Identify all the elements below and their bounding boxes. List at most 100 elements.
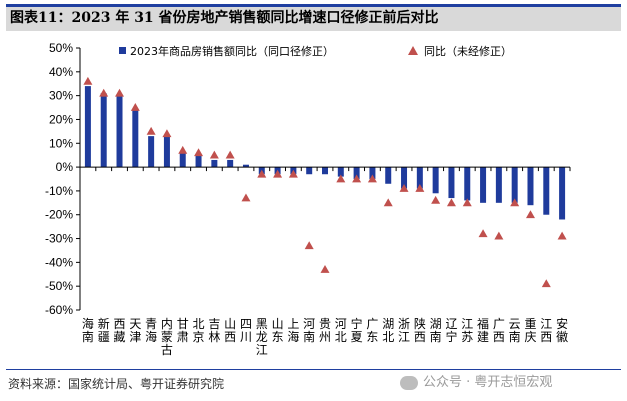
category-label: 黑龙江 (256, 317, 268, 357)
bar (495, 167, 502, 203)
marker-point (99, 88, 109, 97)
marker-point (446, 198, 456, 207)
category-label: 四川 (240, 317, 252, 344)
bar (480, 167, 487, 203)
source-note: 资料来源：国家统计局、粤开证券研究院 (8, 377, 225, 391)
marker-point (399, 184, 409, 192)
category-label: 新疆 (98, 316, 110, 344)
category-label: 江西 (540, 317, 552, 344)
category-label: 河南 (303, 317, 315, 344)
category-label: 福建 (477, 316, 489, 344)
bar (163, 136, 170, 168)
marker-point (130, 103, 140, 111)
y-tick-label: -10% (45, 184, 73, 198)
category-label: 河北 (335, 317, 347, 344)
y-tick-label: 30% (49, 89, 73, 103)
marker-point (194, 148, 204, 157)
bar (337, 167, 344, 177)
marker-point (494, 231, 504, 240)
bar (306, 167, 313, 175)
bar (195, 155, 202, 168)
category-label: 吉林 (208, 317, 220, 344)
bar (242, 164, 249, 168)
bar (385, 167, 392, 184)
marker-point (273, 169, 283, 178)
bar (179, 152, 186, 168)
category-label: 广西 (493, 317, 505, 344)
y-tick-label: 10% (49, 136, 73, 150)
y-tick-label: -20% (45, 208, 73, 222)
marker-point (557, 231, 567, 240)
marker-point (257, 169, 267, 178)
y-tick-label: 0% (56, 160, 74, 174)
category-label: 山东 (272, 317, 284, 344)
marker-point (462, 198, 472, 207)
bar (322, 167, 328, 175)
bar (432, 167, 439, 194)
marker-point (336, 174, 346, 183)
bar (464, 167, 471, 201)
marker-point (225, 150, 235, 159)
legend-bar-label: 2023年商品房销售额同比（同口径修正） (130, 44, 334, 58)
y-tick-label: 40% (49, 65, 73, 79)
marker-point (162, 129, 172, 138)
category-label: 重庆 (524, 317, 536, 344)
bar (543, 167, 550, 215)
marker-point (431, 195, 441, 204)
marker-point (352, 174, 362, 183)
category-label: 山西 (224, 317, 236, 344)
category-label: 甘肃 (177, 317, 189, 344)
y-tick-label: 50% (49, 41, 73, 55)
category-label: 青海 (145, 317, 157, 344)
bar (401, 167, 408, 189)
y-tick-label: -60% (45, 303, 73, 317)
marker-point (415, 184, 425, 192)
category-label: 辽宁 (445, 317, 457, 344)
marker-point (146, 126, 156, 135)
bar (227, 159, 234, 168)
bar (559, 167, 566, 220)
y-tick-label: -30% (45, 232, 73, 246)
category-label: 西藏 (114, 317, 126, 344)
category-label: 海南 (82, 316, 94, 344)
category-label: 宁夏 (351, 316, 363, 344)
figure-title: 图表11：2023 年 31 省份房地产销售额同比增速口径修正前后对比 (6, 4, 621, 31)
legend-marker-swatch (408, 46, 418, 55)
wechat-icon (400, 375, 418, 390)
category-label: 贵州 (319, 317, 331, 344)
marker-point (478, 229, 488, 238)
category-label: 内蒙古 (161, 317, 173, 357)
bar (148, 136, 155, 168)
watermark-text: 公众号 · 粤开志恒宏观 (423, 375, 553, 390)
category-label: 湖南 (430, 316, 442, 344)
marker-point (241, 193, 251, 202)
bar (416, 167, 423, 189)
category-label: 云南 (509, 317, 521, 344)
marker-point (288, 169, 298, 178)
category-label: 广东 (366, 317, 378, 344)
bar (211, 159, 218, 168)
marker-point (178, 145, 188, 154)
marker-point (367, 174, 377, 183)
bar (353, 167, 360, 179)
bar (448, 167, 455, 199)
marker-point (383, 198, 393, 207)
bar (100, 93, 107, 168)
marker-point (304, 241, 314, 250)
legend-marker-label: 同比（未经修正） (424, 44, 512, 58)
marker-point (541, 279, 551, 288)
bar (84, 86, 91, 168)
marker-point (115, 88, 125, 97)
footer-divider (6, 369, 621, 370)
category-label: 江苏 (461, 317, 473, 344)
marker-point (209, 150, 219, 159)
category-label: 浙江 (398, 317, 410, 344)
legend-bar-swatch (119, 47, 126, 54)
category-label: 天津 (129, 317, 141, 344)
watermark: 公众号 · 粤开志恒宏观 (400, 371, 552, 390)
marker-point (525, 210, 535, 219)
marker-point (83, 76, 93, 85)
marker-point (510, 198, 520, 207)
y-tick-label: -50% (45, 279, 73, 293)
